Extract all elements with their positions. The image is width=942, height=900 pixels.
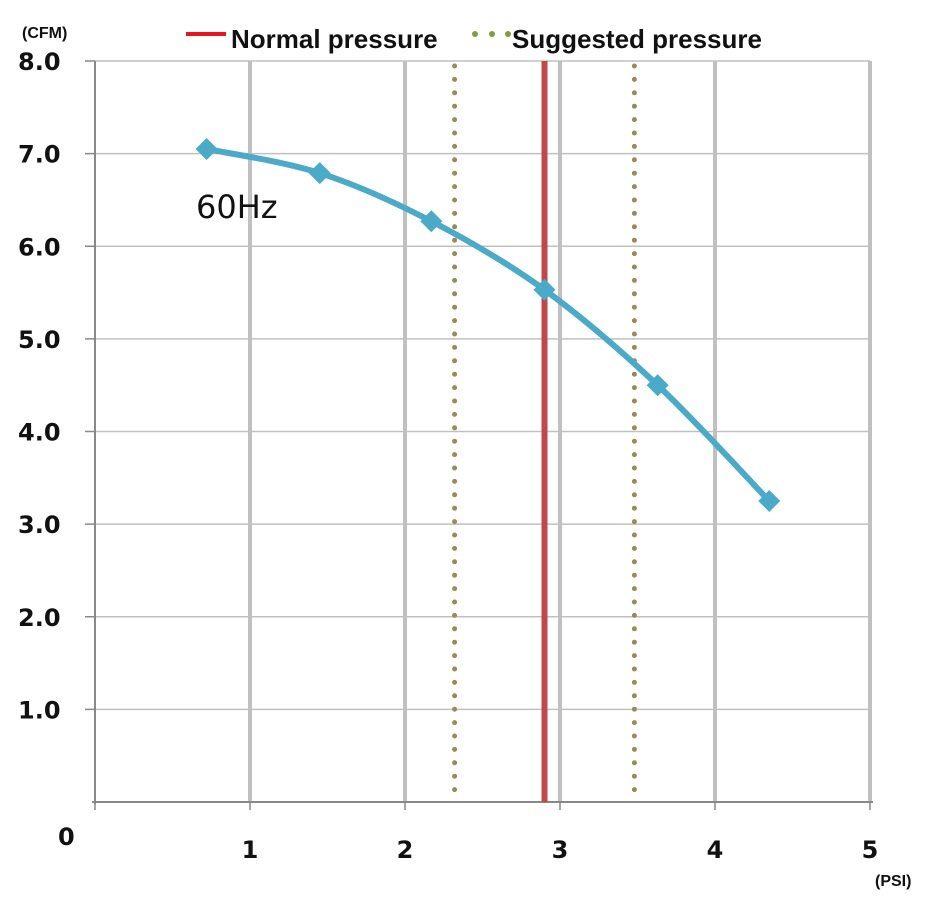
x-tick-label: 0 [58,823,75,851]
data-point-marker [308,162,331,185]
legend-label-suggested-pressure: Suggested pressure [512,24,762,54]
y-tick-label: 1.0 [18,696,61,724]
y-tick-label: 5.0 [18,326,61,354]
x-tick-label: 3 [552,836,569,864]
legend-dot [472,31,478,37]
series-line-60hz [203,145,773,504]
y-tick-label: 6.0 [18,233,61,261]
data-point-marker [420,210,443,233]
y-tick-label: 4.0 [18,419,61,447]
reference-lines [452,61,637,805]
data-point-marker [195,137,218,160]
tick-labels: 1.0 2.0 3.0 4.0 5.0 6.0 7.0 8.0 0 1 2 3 4 5 [18,48,878,864]
x-tick-label: 2 [397,836,414,864]
data-point-marker [533,278,556,301]
legend-dot [489,31,495,37]
y-tick-label: 2.0 [18,604,61,632]
data-point-marker [646,374,669,397]
legend-label-normal-pressure: Normal pressure [231,24,438,54]
legend-dot [505,31,511,37]
legend: Normal pressure Suggested pressure [186,24,762,54]
x-tick-label: 5 [862,836,879,864]
x-tick-label: 4 [707,836,724,864]
y-axis-unit-label: (CFM) [22,25,67,42]
axes [85,60,873,810]
legend-swatch-suggested-pressure [472,31,511,37]
data-point-marker [758,489,781,512]
x-axis-unit-label: (PSI) [875,873,911,890]
series [195,137,781,512]
x-tick-label: 1 [242,836,259,864]
y-tick-label: 7.0 [18,141,61,169]
y-tick-label: 3.0 [18,511,61,539]
series-annotation-60hz: 60Hz [196,188,278,226]
y-tick-label: 8.0 [18,48,61,76]
grid [95,60,872,802]
